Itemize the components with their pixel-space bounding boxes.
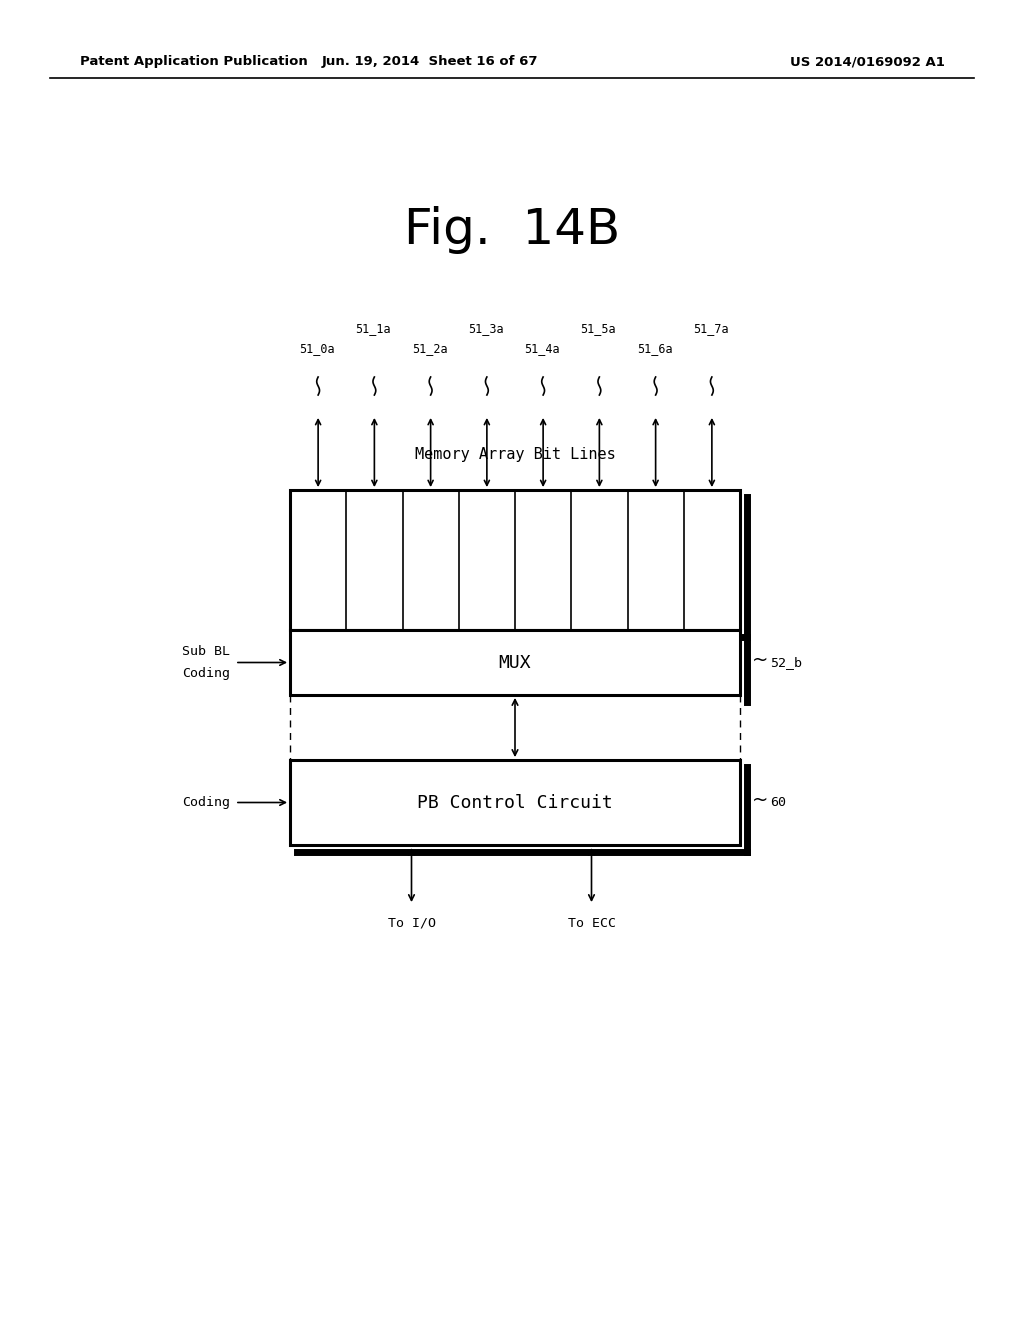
Text: 51_7a: 51_7a — [693, 322, 729, 335]
Text: 52_b: 52_b — [770, 656, 802, 669]
Bar — [290, 760, 740, 845]
Text: 51_3a: 51_3a — [468, 322, 504, 335]
Text: ~: ~ — [752, 651, 768, 671]
Text: Coding: Coding — [182, 667, 230, 680]
Text: Memory Array Bit Lines: Memory Array Bit Lines — [415, 447, 615, 462]
Text: To ECC: To ECC — [567, 917, 615, 931]
Text: 51_6a: 51_6a — [637, 342, 673, 355]
Text: Patent Application Publication: Patent Application Publication — [80, 55, 308, 69]
Text: MUX: MUX — [499, 653, 531, 672]
Text: ~: ~ — [752, 791, 768, 810]
Text: Fig.  14B: Fig. 14B — [403, 206, 621, 253]
Text: 51_2a: 51_2a — [412, 342, 447, 355]
Text: US 2014/0169092 A1: US 2014/0169092 A1 — [790, 55, 945, 69]
Text: 51_1a: 51_1a — [355, 322, 391, 335]
Bar — [290, 490, 740, 630]
Text: 51_4a: 51_4a — [524, 342, 560, 355]
Bar — [290, 630, 740, 696]
Text: 60: 60 — [770, 796, 786, 809]
Text: PB Control Circuit: PB Control Circuit — [417, 793, 613, 812]
Text: Coding: Coding — [182, 796, 230, 809]
Text: To I/O: To I/O — [387, 917, 435, 931]
Text: Jun. 19, 2014  Sheet 16 of 67: Jun. 19, 2014 Sheet 16 of 67 — [322, 55, 539, 69]
Text: 51_5a: 51_5a — [581, 322, 616, 335]
Text: 51_0a: 51_0a — [299, 342, 335, 355]
Text: Sub BL: Sub BL — [182, 645, 230, 657]
